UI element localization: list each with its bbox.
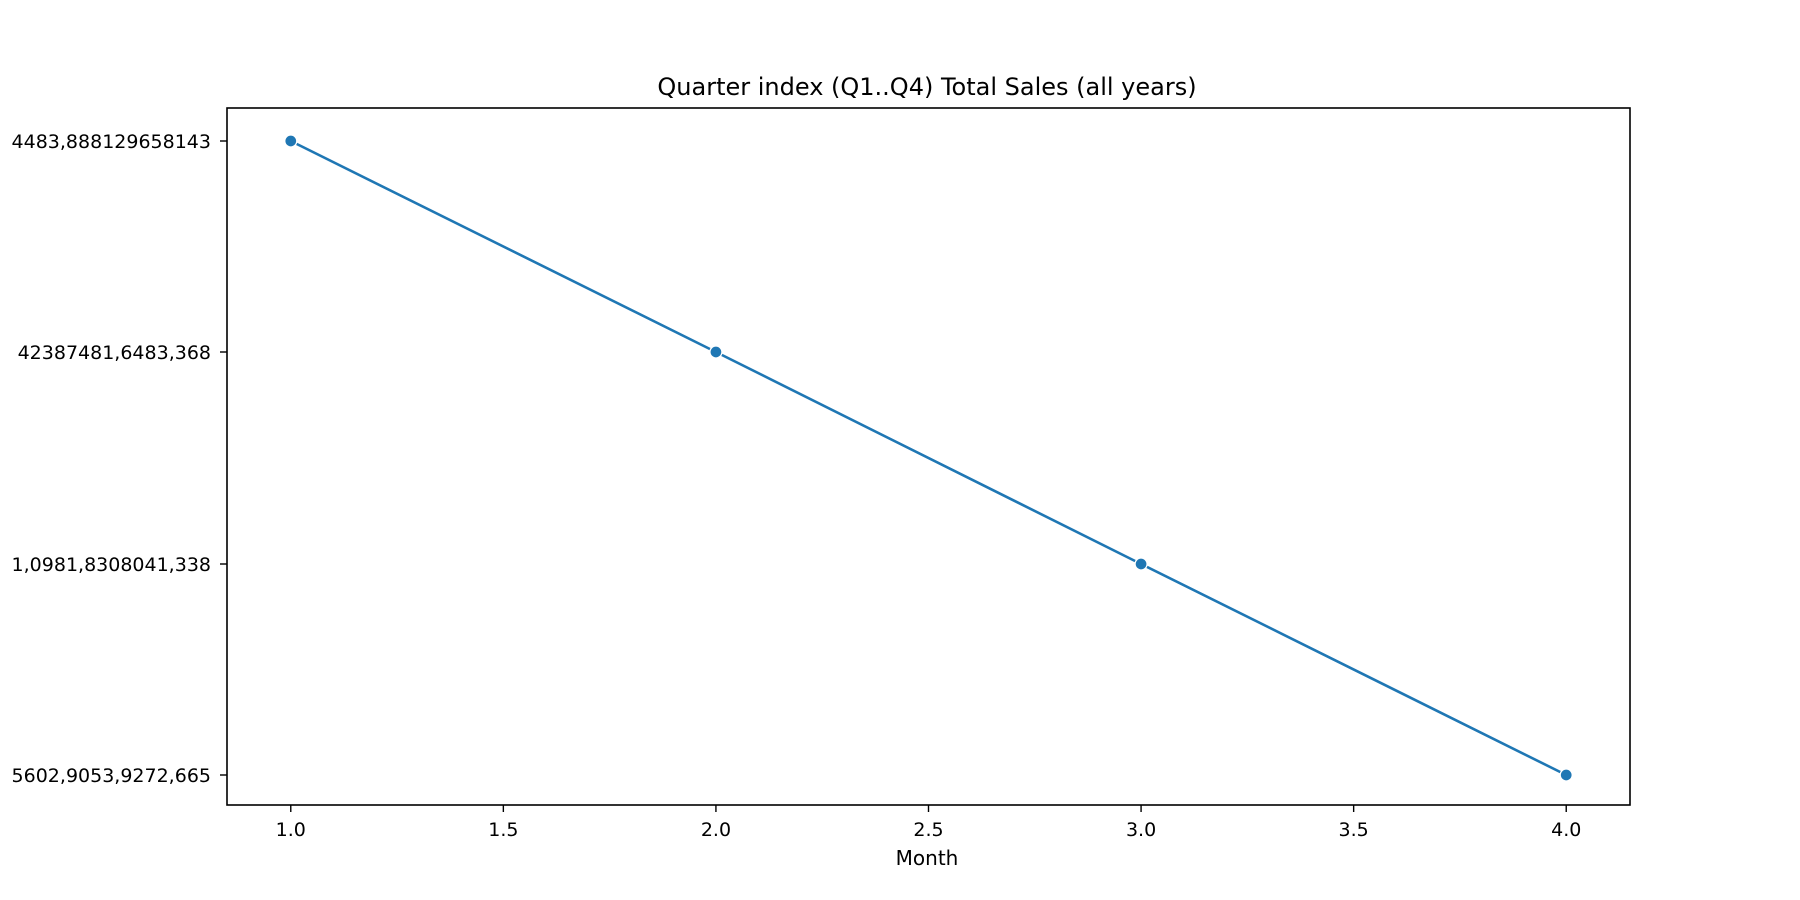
- data-point: [709, 345, 723, 359]
- data-point: [1559, 768, 1573, 782]
- x-tick-label: 1.5: [488, 819, 518, 841]
- x-tick-label: 2.5: [913, 819, 943, 841]
- y-tick-label: 42387481,6483,368: [18, 342, 211, 364]
- x-tick-label: 3.5: [1339, 819, 1369, 841]
- data-point: [284, 134, 298, 148]
- x-axis-label: Month: [896, 846, 959, 870]
- y-axis: 5602,9053,9272,665 1,0981,8308041,338 4238…: [12, 131, 227, 787]
- x-axis: 1.0 1.5 2.0 2.5 3.0 3.5 4.0: [276, 805, 1581, 841]
- y-tick-label: 4483,888129658143: [12, 131, 211, 153]
- data-point: [1134, 557, 1148, 571]
- chart-title: Quarter index (Q1..Q4) Total Sales (all …: [657, 73, 1196, 101]
- x-tick-label: 1.0: [276, 819, 306, 841]
- y-tick-label: 5602,9053,9272,665: [12, 765, 211, 787]
- x-tick-label: 2.0: [701, 819, 731, 841]
- series-layer: [284, 134, 1573, 782]
- x-tick-label: 4.0: [1551, 819, 1581, 841]
- y-tick-label: 1,0981,8308041,338: [12, 554, 211, 576]
- x-tick-label: 3.0: [1126, 819, 1156, 841]
- series-line: [290, 139, 1567, 777]
